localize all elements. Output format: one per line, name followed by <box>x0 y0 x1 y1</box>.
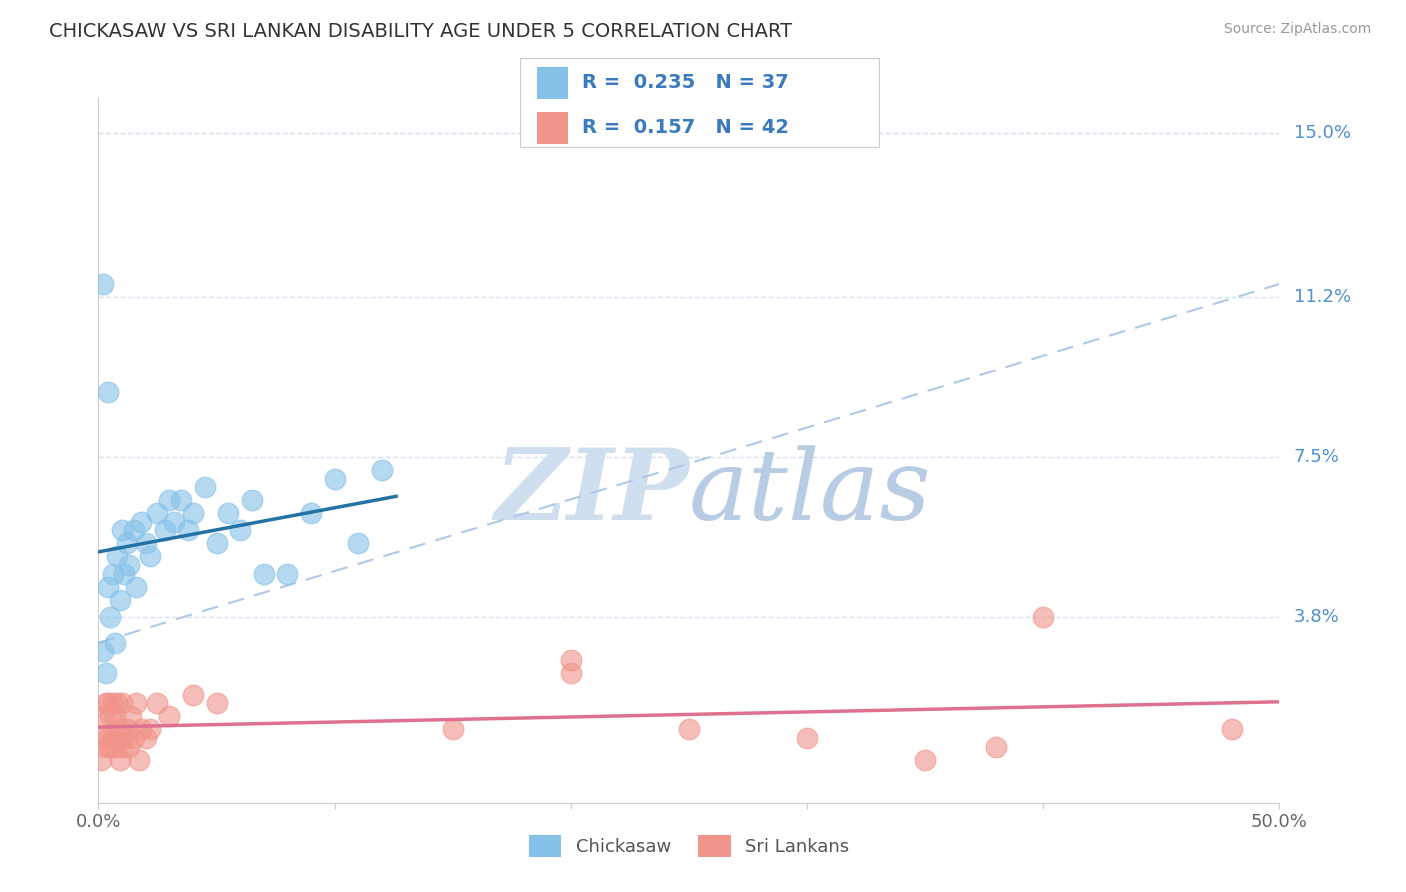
Point <box>94 739 117 754</box>
Point <box>229 524 252 538</box>
Point <box>1032 610 1054 624</box>
Point <box>135 731 157 745</box>
Text: ZIP: ZIP <box>494 444 689 541</box>
Point <box>94 697 117 711</box>
Point <box>276 566 298 581</box>
Point <box>94 666 117 681</box>
Point <box>115 536 138 550</box>
Point <box>91 731 114 745</box>
Point <box>240 493 263 508</box>
Point <box>125 697 148 711</box>
Legend: Chickasaw, Sri Lankans: Chickasaw, Sri Lankans <box>522 828 856 864</box>
Point <box>111 739 134 754</box>
Point <box>98 610 121 624</box>
Point <box>1220 723 1243 737</box>
Point <box>217 506 239 520</box>
Point <box>121 709 143 723</box>
Point <box>371 463 394 477</box>
Point <box>122 731 145 745</box>
Point <box>181 688 204 702</box>
Point <box>105 697 128 711</box>
Text: R =  0.157   N = 42: R = 0.157 N = 42 <box>582 118 789 137</box>
Point <box>105 549 128 564</box>
Text: R =  0.235   N = 37: R = 0.235 N = 37 <box>582 73 789 93</box>
Text: atlas: atlas <box>689 445 932 541</box>
Point <box>560 653 582 667</box>
Point <box>146 506 169 520</box>
Point <box>299 506 322 520</box>
Point <box>111 524 134 538</box>
Text: 15.0%: 15.0% <box>1294 124 1351 142</box>
Text: 7.5%: 7.5% <box>1294 448 1340 466</box>
Point <box>253 566 276 581</box>
Point <box>170 493 193 508</box>
Point <box>98 709 121 723</box>
Point <box>129 723 152 737</box>
Point <box>104 739 127 754</box>
Point <box>97 580 120 594</box>
Point <box>118 739 141 754</box>
Point <box>105 731 128 745</box>
Point <box>560 666 582 681</box>
Point <box>157 493 180 508</box>
Point <box>194 480 217 494</box>
Text: Source: ZipAtlas.com: Source: ZipAtlas.com <box>1223 22 1371 37</box>
Point <box>323 472 346 486</box>
Text: 11.2%: 11.2% <box>1294 288 1351 306</box>
Point <box>115 723 138 737</box>
Point <box>90 753 112 767</box>
Point <box>97 385 120 400</box>
Point <box>101 731 124 745</box>
Point <box>139 723 162 737</box>
Point <box>128 753 150 767</box>
Point <box>91 709 114 723</box>
Text: 3.8%: 3.8% <box>1294 608 1340 626</box>
Point <box>91 277 114 291</box>
Point <box>984 739 1007 754</box>
Point <box>104 709 127 723</box>
Point <box>125 580 148 594</box>
Point <box>914 753 936 767</box>
Text: CHICKASAW VS SRI LANKAN DISABILITY AGE UNDER 5 CORRELATION CHART: CHICKASAW VS SRI LANKAN DISABILITY AGE U… <box>49 22 793 41</box>
Point <box>101 566 124 581</box>
Point <box>91 644 114 658</box>
Point <box>796 731 818 745</box>
Point <box>135 536 157 550</box>
Point <box>112 566 135 581</box>
Point <box>146 697 169 711</box>
Point <box>157 709 180 723</box>
Point <box>153 524 176 538</box>
Point <box>139 549 162 564</box>
Point <box>441 723 464 737</box>
Point <box>108 592 131 607</box>
Point <box>181 506 204 520</box>
Point <box>98 739 121 754</box>
Point <box>104 636 127 650</box>
Point <box>122 524 145 538</box>
Point <box>129 515 152 529</box>
Point <box>118 558 141 572</box>
Point <box>108 753 131 767</box>
Point <box>163 515 186 529</box>
Point <box>678 723 700 737</box>
Point <box>111 697 134 711</box>
Point <box>101 697 124 711</box>
Point <box>108 723 131 737</box>
Point <box>97 731 120 745</box>
Point <box>112 731 135 745</box>
Point <box>347 536 370 550</box>
Point <box>97 697 120 711</box>
Point <box>205 697 228 711</box>
Point <box>205 536 228 550</box>
Point <box>177 524 200 538</box>
